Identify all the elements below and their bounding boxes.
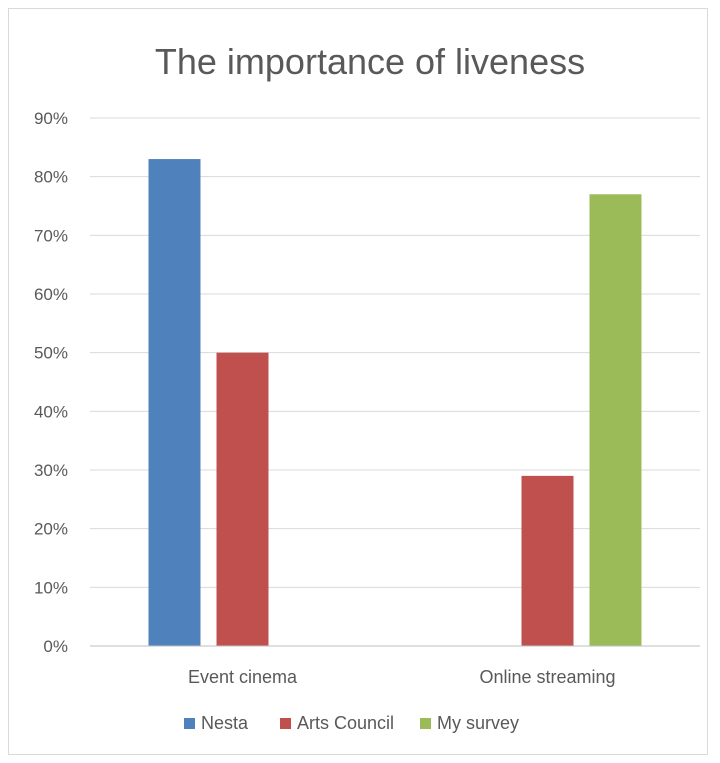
y-tick-label: 80% [34,168,68,187]
legend-swatch [420,718,431,729]
legend-label: Nesta [201,713,249,733]
y-tick-label: 90% [34,109,68,128]
y-tick-label: 40% [34,402,68,421]
chart-title: The importance of liveness [155,41,585,82]
x-category-label: Event cinema [188,667,298,687]
y-tick-label: 70% [34,226,68,245]
y-tick-label: 60% [34,285,68,304]
legend-label: My survey [437,713,519,733]
x-category-label: Online streaming [479,667,615,687]
bar-my-survey-1 [589,194,642,646]
bar-nesta-0 [148,159,201,647]
bar-arts-council-1 [521,475,574,646]
y-tick-label: 0% [43,637,68,656]
x-axis: Event cinema Online streaming [90,645,700,687]
y-tick-label: 20% [34,520,68,539]
legend-label: Arts Council [297,713,394,733]
legend-swatch [280,718,291,729]
y-tick-label: 10% [34,578,68,597]
y-tick-label: 30% [34,461,68,480]
legend-swatch [184,718,195,729]
legend: Nesta Arts Council My survey [184,713,519,733]
bar-arts-council-0 [216,352,269,646]
y-tick-label: 50% [34,344,68,363]
bars [148,159,642,647]
y-axis-ticks: 0% 10% 20% 30% 40% 50% 60% 70% 80% 90% [34,109,68,656]
